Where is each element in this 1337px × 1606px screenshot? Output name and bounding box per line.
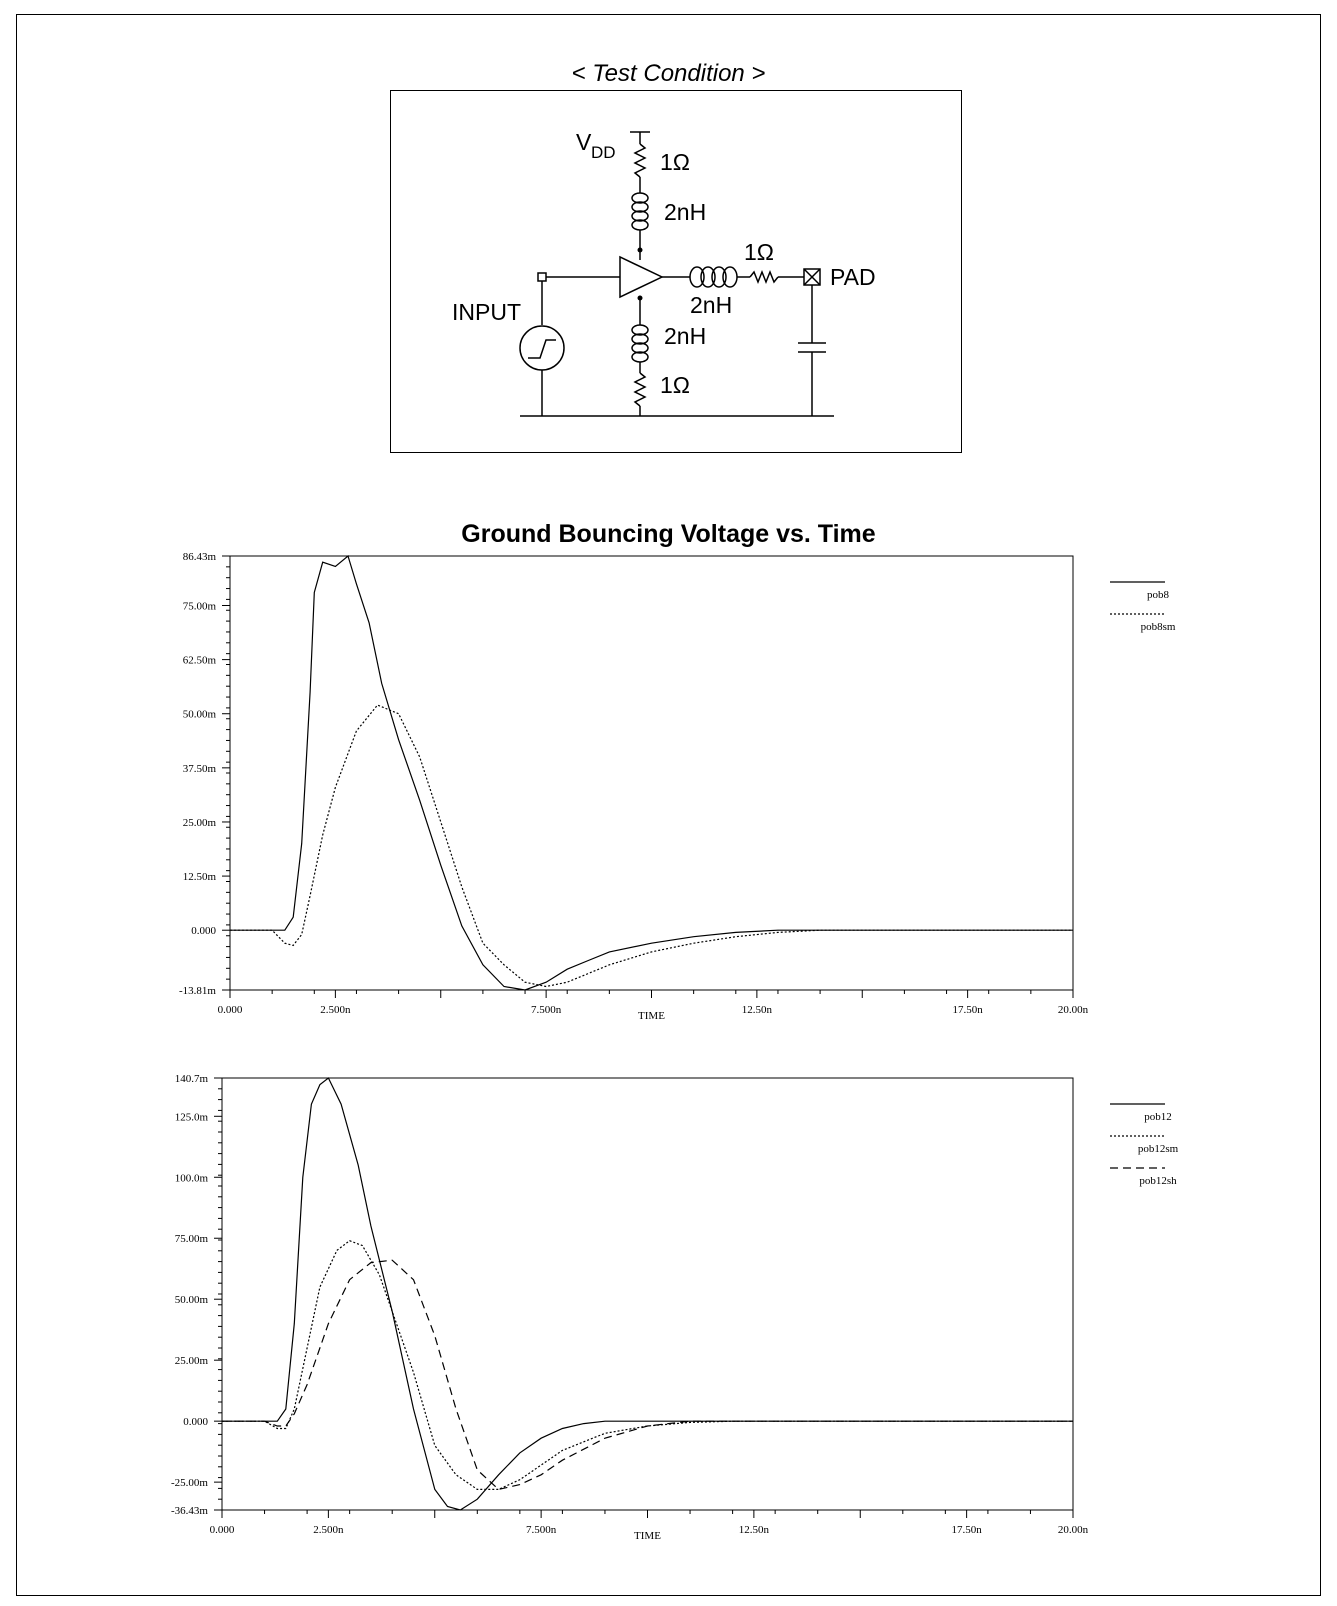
x-tick-label: 12.50n [739,1524,770,1536]
y-tick-label: -25.00m [171,1477,208,1489]
l-bottom-label: 2nH [664,323,706,349]
legend-label-pob8sm: pob8sm [1141,621,1176,633]
y-tick-label: 75.00m [183,600,217,612]
plot-area-2 [221,1077,1074,1511]
x-tick-label: 17.50n [953,1004,984,1016]
l-top-label: 2nH [664,199,706,225]
series-line-pob12sh [222,1259,1073,1491]
y-tick-label: 140.7m [175,1073,209,1085]
x-tick-label: 20.00n [1058,1524,1089,1536]
x-axis-label: TIME [634,1530,661,1542]
x-tick-label: 7.500n [526,1524,557,1536]
series-line-pob8sm [230,704,1073,988]
vdd-subscript: DD [591,143,616,162]
x-tick-label: 20.00n [1058,1004,1089,1016]
x-tick-label: 0.000 [218,1004,243,1016]
junction-bottom [637,295,643,301]
y-tick-label: 125.0m [175,1111,209,1123]
y-tick-label: 37.50m [183,763,217,775]
y-tick-label: 25.00m [183,817,217,829]
input-label: INPUT [452,299,521,325]
legend-label-pob12sm: pob12sm [1138,1143,1179,1155]
page-frame [16,14,1321,1596]
series-line-pob12sm [222,1240,1073,1491]
y-tick-label: 75.00m [175,1233,209,1245]
test-condition-caption: < Test Condition > [571,60,766,87]
y-tick-label: 50.00m [175,1294,209,1306]
r-out-label: 1Ω [744,239,774,265]
x-axis-label: TIME [638,1010,665,1022]
y-tick-label: 12.50m [183,871,217,883]
resistor-output [749,269,779,285]
x-tick-label: 2.500n [320,1004,351,1016]
legend-label-pob8: pob8 [1147,589,1170,601]
resistor-bottom [633,372,647,407]
y-tick-label: 25.00m [175,1355,209,1367]
y-tick-label: 62.50m [183,655,217,667]
y-tick-label: 50.00m [183,709,217,721]
y-tick-label: 86.43m [183,551,217,563]
y-tick-label: 100.0m [175,1172,209,1184]
l-out-label: 2nH [690,292,732,318]
test-condition-box [390,90,962,453]
pad-label: PAD [830,264,876,290]
legend-label-pob12: pob12 [1144,1111,1172,1123]
legend-label-pob12sh: pob12sh [1139,1175,1177,1187]
chart-title: Ground Bouncing Voltage vs. Time [461,520,876,548]
x-tick-label: 0.000 [210,1524,235,1536]
x-tick-label: 2.500n [313,1524,344,1536]
y-tick-label: -13.81m [179,985,216,997]
x-tick-label: 12.50n [742,1004,773,1016]
resistor-top [633,143,647,178]
plot-area-1 [229,555,1074,991]
vdd-label: V [576,129,592,155]
r-top-label: 1Ω [660,149,690,175]
y-tick-label: -36.43m [171,1505,208,1517]
test-circuit-diagram: V DD 1Ω 2nH 1Ω 2nH PAD INPUT 2nH 1Ω [452,129,876,417]
series-line-pob8 [230,554,1073,991]
y-tick-label: 0.000 [191,925,216,937]
x-tick-label: 17.50n [952,1524,983,1536]
junction-top [637,247,643,253]
y-tick-label: 0.000 [183,1416,208,1428]
r-bottom-label: 1Ω [660,372,690,398]
x-tick-label: 7.500n [531,1004,562,1016]
series-line-pob12 [222,1077,1073,1511]
